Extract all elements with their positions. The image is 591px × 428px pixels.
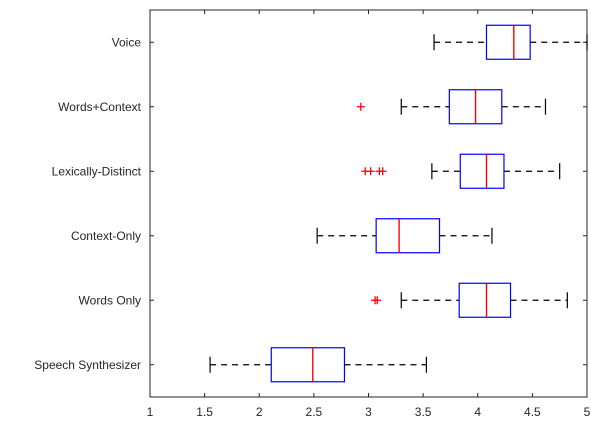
x-tick-label: 2: [256, 405, 263, 419]
x-tick-label: 4.5: [524, 405, 541, 419]
x-tick-label: 1.5: [196, 405, 213, 419]
x-tick-label: 3: [365, 405, 372, 419]
box-voice: [485, 24, 531, 60]
outlier-words-only: [373, 296, 382, 305]
category-label-words-only: Words Only: [79, 293, 141, 307]
category-label-context-only: Context-Only: [71, 229, 141, 243]
category-label-voice: Voice: [112, 35, 142, 49]
category-label-lexically-distinct: Lexically-Distinct: [52, 164, 142, 178]
outlier-words-context: [356, 102, 365, 111]
category-labels: Voice Words+Context Lexically-Distinct Cont…: [34, 35, 141, 372]
box-words-only: [458, 282, 512, 318]
x-tick-label: 5: [584, 405, 591, 419]
x-axis: 1 1.5 2 2.5 3 3.5 4 4.5 5: [147, 10, 591, 419]
box-lexically-distinct: [459, 153, 505, 189]
x-tick-label: 3.5: [415, 405, 432, 419]
category-label-speech-synthesizer: Speech Synthesizer: [34, 358, 141, 372]
plot-area: [149, 9, 588, 398]
x-tick-label: 4: [474, 405, 481, 419]
box-speech-synthesizer: [270, 347, 346, 383]
boxes-layer: [150, 24, 588, 383]
outlier-lexically-distinct: [378, 167, 387, 176]
box-context-only: [375, 218, 441, 254]
x-tick-label: 1: [147, 405, 154, 419]
x-tick-label: 2.5: [306, 405, 323, 419]
category-label-words-context: Words+Context: [58, 100, 141, 114]
outlier-lexically-distinct: [366, 167, 375, 176]
